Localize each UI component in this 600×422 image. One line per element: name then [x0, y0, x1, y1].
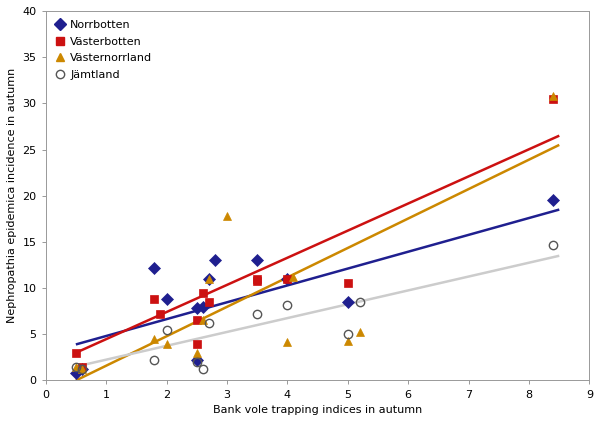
Västerbotten: [79, 364, 86, 369]
Västernorrland: [284, 339, 291, 344]
Västerbotten: [284, 276, 291, 281]
Västerbotten: [344, 281, 352, 286]
Y-axis label: Nephropathia epidemica incidence in autumn: Nephropathia epidemica incidence in autu…: [7, 68, 17, 323]
Västerbotten: [254, 276, 261, 281]
Line: Västerbotten: Västerbotten: [71, 95, 557, 371]
Västernorrland: [163, 341, 170, 346]
Jämtland: [205, 321, 212, 326]
Jämtland: [79, 367, 86, 372]
Västerbotten: [199, 290, 206, 295]
Line: Västernorrland: Västernorrland: [71, 92, 557, 373]
Jämtland: [344, 332, 352, 337]
Norrbotten: [205, 276, 212, 281]
Västerbotten: [157, 311, 164, 316]
Västernorrland: [199, 318, 206, 323]
Norrbotten: [193, 306, 200, 311]
Västerbotten: [151, 297, 158, 302]
Västerbotten: [72, 350, 79, 355]
Västerbotten: [205, 300, 212, 305]
Västernorrland: [151, 336, 158, 341]
Jämtland: [356, 300, 364, 305]
Västerbotten: [193, 318, 200, 323]
Jämtland: [193, 360, 200, 365]
Västernorrland: [290, 274, 297, 279]
Norrbotten: [344, 300, 352, 305]
Jämtland: [72, 364, 79, 369]
Jämtland: [254, 311, 261, 316]
Line: Jämtland: Jämtland: [71, 241, 557, 373]
Västerbotten: [193, 341, 200, 346]
Norrbotten: [550, 198, 557, 203]
Jämtland: [163, 327, 170, 332]
Norrbotten: [199, 304, 206, 309]
Norrbotten: [193, 357, 200, 362]
X-axis label: Bank vole trapping indices in autumn: Bank vole trapping indices in autumn: [213, 405, 422, 415]
Västernorrland: [79, 367, 86, 372]
Västerbotten: [550, 96, 557, 101]
Norrbotten: [72, 371, 79, 376]
Västernorrland: [344, 338, 352, 343]
Norrbotten: [151, 265, 158, 271]
Västernorrland: [193, 350, 200, 355]
Norrbotten: [79, 367, 86, 372]
Norrbotten: [254, 258, 261, 263]
Västernorrland: [72, 364, 79, 369]
Västerbotten: [254, 278, 261, 283]
Norrbotten: [211, 258, 218, 263]
Line: Norrbotten: Norrbotten: [71, 196, 557, 377]
Norrbotten: [284, 276, 291, 281]
Norrbotten: [163, 297, 170, 302]
Jämtland: [284, 302, 291, 307]
Västernorrland: [356, 330, 364, 335]
Legend: Norrbotten, Västerbotten, Västernorrland, Jämtland: Norrbotten, Västerbotten, Västernorrland…: [51, 16, 155, 83]
Jämtland: [550, 242, 557, 247]
Jämtland: [151, 357, 158, 362]
Västernorrland: [205, 276, 212, 281]
Västernorrland: [550, 93, 557, 98]
Jämtland: [199, 367, 206, 372]
Västernorrland: [223, 214, 230, 219]
